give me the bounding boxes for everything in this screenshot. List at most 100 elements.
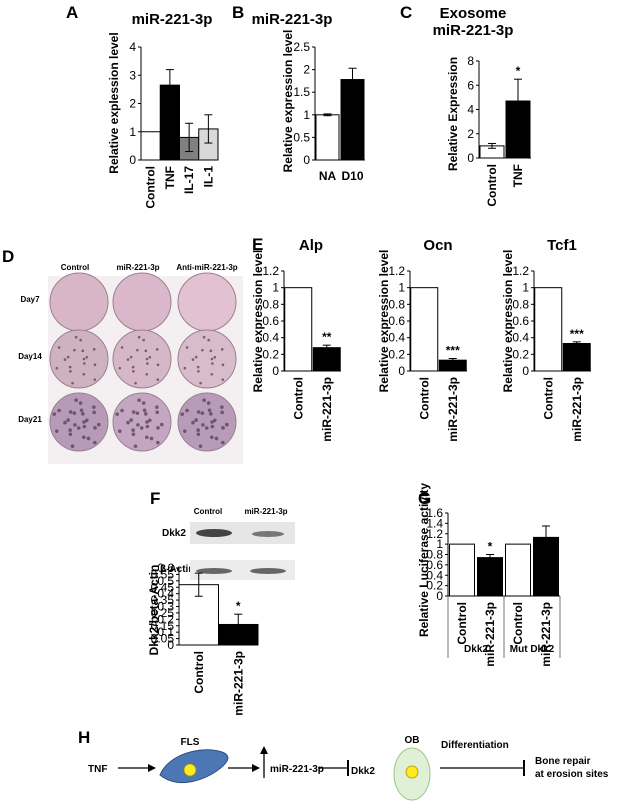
- y-tick-label: 1: [303, 108, 310, 122]
- mineral-spot: [194, 418, 198, 422]
- y-tick-label: 1.2: [512, 264, 529, 278]
- x-tick-label: miR-221-3p: [539, 602, 553, 667]
- y-axis-label: Relative expression level: [501, 250, 515, 393]
- nucleus-icon: [183, 763, 197, 777]
- panel-label-e: E: [252, 235, 263, 254]
- y-tick-label: 0.2: [388, 347, 405, 361]
- panel-label-c: C: [400, 3, 412, 22]
- mineral-spot: [120, 408, 124, 413]
- chart-c: Exosome miR-221-3p 0 2 4 6 8 Relative Expressio…: [433, 5, 531, 207]
- bar: [140, 131, 161, 161]
- y-tick-label: 1.5: [293, 85, 310, 99]
- mineral-spot: [183, 366, 187, 370]
- chart-title: Alp: [299, 237, 323, 254]
- y-tick-label: 4: [129, 40, 136, 54]
- x-tick-label: Control: [417, 377, 431, 420]
- mineral-spot: [198, 444, 203, 448]
- x-tick-label: Control: [192, 651, 206, 694]
- mineral-spot: [145, 424, 150, 429]
- mineral-spot: [86, 436, 91, 441]
- panel-label-b: B: [232, 3, 244, 22]
- mineral-spot: [197, 369, 200, 373]
- y-tick-label: 0.25: [151, 606, 175, 620]
- mineral-spot: [160, 422, 164, 427]
- chart-title-line: Exosome: [440, 5, 507, 22]
- mineral-spot: [136, 348, 139, 352]
- blot-col-label: Control: [194, 507, 222, 516]
- blot-col-label: miR-221-3p: [244, 507, 287, 516]
- mineral-spot: [131, 410, 136, 414]
- y-tick-label: 0: [398, 364, 405, 378]
- mineral-spot: [74, 335, 78, 339]
- mineral-spot: [66, 355, 70, 359]
- mineral-spot: [92, 410, 96, 415]
- mineral-spot: [194, 355, 198, 359]
- y-tick-label: 2: [467, 127, 474, 141]
- mineral-spot: [155, 410, 159, 415]
- mineral-spot: [156, 378, 160, 381]
- x-tick-label: Control: [455, 602, 469, 645]
- bar: [505, 543, 531, 597]
- significance-label: *: [488, 540, 493, 554]
- bar: [284, 287, 313, 372]
- mineral-spot: [76, 426, 81, 430]
- schematic-mirna: miR-221-3p: [270, 764, 324, 775]
- mineral-spot: [137, 398, 141, 402]
- x-tick-label: miR-221-3p: [231, 651, 245, 716]
- mineral-spot: [79, 338, 82, 342]
- mineral-spot: [209, 412, 213, 416]
- mineral-spot: [92, 348, 96, 351]
- mineral-spot: [146, 362, 149, 365]
- mineral-spot: [82, 372, 86, 376]
- schematic-tnf: TNF: [88, 764, 107, 775]
- y-tick-label: 1.2: [388, 264, 405, 278]
- bar: [449, 543, 475, 597]
- mineral-spot: [183, 429, 187, 433]
- mineral-spot: [145, 372, 149, 376]
- mineral-spot: [93, 378, 97, 381]
- bar: [534, 287, 563, 372]
- mineral-spot: [134, 381, 137, 385]
- mineral-spot: [79, 408, 84, 413]
- mineral-spot: [196, 432, 201, 437]
- mineral-spot: [207, 338, 210, 342]
- y-tick-label: 0.3: [157, 600, 174, 614]
- y-tick-label: 2.5: [293, 40, 310, 54]
- y-axis-label: Relative Luciferase activity: [417, 483, 431, 637]
- blot-row-label: β-Actin: [160, 564, 194, 575]
- mineral-spot: [221, 378, 225, 381]
- panel-label-h: H: [78, 728, 90, 747]
- y-tick-label: 0.45: [151, 580, 175, 594]
- mineral-spot: [72, 411, 77, 415]
- mineral-spot: [97, 422, 101, 427]
- pathway-schematic: TNF FLS miR-221-3p Dkk2 OB Differentiati…: [88, 735, 609, 801]
- culture-well: [49, 329, 109, 389]
- mineral-spot: [131, 365, 135, 369]
- mineral-spot: [180, 412, 185, 416]
- x-tick-label: Control: [485, 164, 499, 207]
- culture-well: [177, 329, 237, 389]
- mineral-spot: [142, 338, 145, 342]
- chart-title: Exosome miR-221-3p: [433, 5, 514, 39]
- x-tick-label: miR-221-3p: [483, 602, 497, 667]
- arrow-head-icon: [260, 746, 268, 754]
- mineral-spot: [199, 381, 202, 385]
- x-tick-label: TNF: [511, 164, 525, 187]
- schematic-differentiation: Differentiation: [441, 740, 509, 751]
- y-tick-label: 6: [467, 78, 474, 92]
- mineral-spot: [63, 358, 67, 361]
- mineral-spot: [118, 429, 122, 433]
- mineral-spot: [221, 426, 225, 430]
- mineral-spot: [93, 440, 97, 445]
- chart-a: miR-221-3p 0 1 2 3 4 Relative explession level…: [107, 11, 219, 209]
- y-tick-label: 0: [467, 151, 474, 165]
- blot-row-label: Dkk2: [162, 528, 186, 539]
- y-tick-label: 1: [398, 281, 405, 295]
- y-tick-label: 1.2: [262, 264, 279, 278]
- mineral-spot: [221, 363, 225, 367]
- mineral-spot: [118, 366, 122, 370]
- bar: [340, 79, 365, 161]
- culture-well: [49, 392, 109, 452]
